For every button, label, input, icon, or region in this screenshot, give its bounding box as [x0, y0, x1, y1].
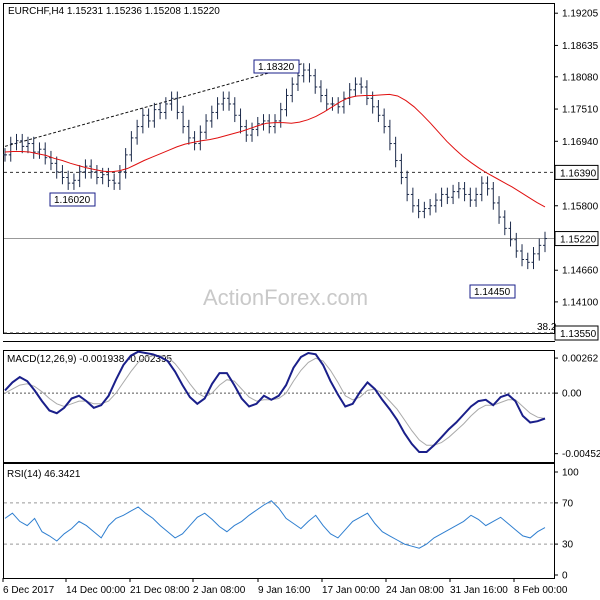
price-level-box [554, 164, 599, 180]
rsi-line [4, 500, 546, 549]
x-tick-label: 8 Feb 00:00 [514, 585, 568, 596]
rsi-panel-frame [3, 463, 555, 579]
x-tick-label: 17 Jan 00:00 [322, 585, 380, 596]
annotation-label: 1.18320 [258, 62, 295, 73]
macd-line [4, 350, 546, 453]
annotation-label: 1.14450 [474, 287, 511, 298]
annotation-box [469, 284, 516, 299]
axis-group: 1.19205 1.18635 1.18080 1.17510 1.16940 1.158… [2, 9, 600, 596]
price-level-label: 1.15220 [560, 235, 597, 246]
macd-signal-line [4, 355, 546, 446]
price-level-label: 1.16390 [560, 168, 597, 179]
y-tick-label: 1.15800 [562, 201, 599, 212]
rsi-tick-label: 0 [562, 571, 568, 582]
x-tick-label: 24 Jan 08:00 [386, 585, 444, 596]
x-tick-label: 2 Jan 08:00 [193, 585, 246, 596]
price-level-label: 1.13550 [560, 329, 597, 340]
main-panel-frame [3, 3, 555, 334]
rsi-tick-label: 100 [562, 468, 579, 479]
fib-label: 38.2 [537, 322, 557, 333]
rsi-tick-label: 30 [562, 540, 574, 551]
main-title: EURCHF,H4 1.15231 1.15236 1.15208 1.1522… [8, 6, 220, 17]
y-tick-label: 1.18080 [562, 72, 599, 83]
y-tick-label: 1.17510 [562, 105, 599, 116]
annotation-label: 1.16020 [54, 195, 91, 206]
price-level-box [554, 231, 599, 247]
macd-tick-label: -0.004526 [562, 449, 600, 460]
y-tick-label: 1.16940 [562, 137, 599, 148]
moving-average-line [4, 93, 546, 208]
main-plot-group: 1.18320 1.16020 1.14450 38.2 [3, 59, 557, 334]
macd-tick-label: 0.00262 [562, 354, 599, 365]
annotation-box [49, 192, 96, 207]
macd-panel-frame [3, 350, 555, 463]
price-level-box [554, 325, 599, 341]
x-tick-label: 9 Jan 16:00 [258, 585, 311, 596]
x-tick-label: 14 Dec 00:00 [66, 585, 126, 596]
watermark: ActionForex.com [203, 285, 368, 310]
macd-plot-group [4, 350, 554, 453]
x-tick-label: 6 Dec 2017 [3, 585, 55, 596]
y-tick-label: 1.18635 [562, 41, 599, 52]
macd-title: MACD(12,26,9) -0.001938 -0.002395 [7, 354, 173, 365]
y-tick-label: 1.14100 [562, 297, 599, 308]
rsi-title: RSI(14) 46.3421 [7, 469, 81, 480]
annotation-box [253, 59, 300, 74]
rsi-plot-group [4, 500, 554, 549]
x-tick-label: 21 Dec 08:00 [130, 585, 190, 596]
y-tick-label: 1.14660 [562, 266, 599, 277]
macd-tick-label: 0.00 [562, 389, 582, 400]
rsi-tick-label: 70 [562, 498, 574, 509]
x-tick-label: 31 Jan 16:00 [450, 585, 508, 596]
y-tick-label: 1.19205 [562, 9, 599, 20]
